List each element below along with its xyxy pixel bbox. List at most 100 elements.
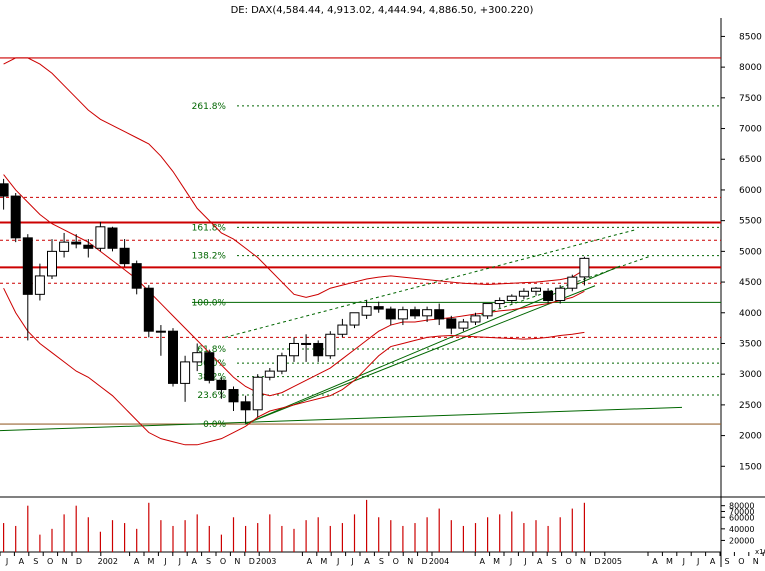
bollinger-upper	[3, 57, 585, 298]
x-tick-label: M	[666, 557, 673, 566]
x-tick-label: J	[336, 557, 339, 566]
x-tick-label: J	[523, 557, 526, 566]
candle-body	[543, 290, 554, 301]
y-tick-label: 3000	[739, 370, 762, 380]
y-tick-label: 3500	[739, 339, 762, 349]
y-tick-label: 2000	[739, 432, 762, 442]
candle-body	[228, 389, 239, 403]
x-tick-label: N	[753, 557, 759, 566]
candle-body	[385, 308, 396, 320]
candle-body	[119, 247, 130, 265]
candle-body	[264, 370, 275, 378]
candle-body	[531, 287, 541, 292]
candle-body	[143, 287, 154, 332]
candle-body	[446, 318, 457, 329]
x-tick-label: J	[350, 557, 353, 566]
y-tick-label: 7000	[739, 125, 762, 135]
trend-line	[0, 406, 683, 432]
x-tick-label: J	[696, 557, 699, 566]
x-tick-label: O	[565, 557, 571, 566]
x-tick-label: O	[738, 557, 744, 566]
y-tick-label: 4500	[739, 278, 762, 288]
y-tick-label: 6500	[739, 155, 762, 165]
y-tick-label: 8000	[739, 63, 762, 73]
candle-body	[83, 244, 94, 249]
x-tick-label: O	[393, 557, 399, 566]
candle-body	[555, 287, 566, 301]
candle-body	[470, 315, 481, 323]
candle-body	[276, 355, 287, 372]
x-tick-label: A	[191, 557, 197, 566]
candle-body	[434, 309, 445, 320]
x-tick-label: S	[724, 557, 729, 566]
candle-body	[240, 401, 251, 411]
x-tick-label: 2003	[256, 557, 276, 566]
y-tick-label: 5000	[739, 247, 762, 257]
x-tick-label: D	[422, 557, 428, 566]
x-tick-label: M	[493, 557, 500, 566]
candle-body	[59, 241, 70, 252]
trend-line	[469, 255, 651, 320]
candle-body	[518, 290, 529, 297]
x-tick-label: N	[234, 557, 240, 566]
candle-body	[22, 237, 33, 295]
fib-label: 261.8%	[192, 102, 227, 112]
candle-body	[494, 299, 505, 305]
x-tick-label: O	[220, 557, 226, 566]
candle-body	[482, 303, 493, 317]
x-tick-label: A	[364, 557, 370, 566]
x-tick-label: 2005	[602, 557, 622, 566]
candle-body	[361, 306, 372, 316]
candle-body	[458, 321, 469, 329]
candle-body	[10, 195, 21, 239]
x-tick-label: J	[5, 557, 8, 566]
bollinger-middle	[3, 174, 585, 397]
candle-body	[47, 250, 57, 277]
candle-body	[567, 276, 578, 289]
x-tick-label: N	[580, 557, 586, 566]
volume-tick-label: 20000	[729, 536, 754, 545]
x-tick-label: M	[148, 557, 155, 566]
candle-body	[252, 376, 263, 411]
x-tick-label: A	[134, 557, 140, 566]
chart-title: DE: DAX(4,584.44, 4,913.02, 4,444.94, 4,…	[231, 5, 534, 16]
x-tick-label: S	[33, 557, 38, 566]
candle-body	[216, 379, 227, 391]
fib-label: 61.8%	[197, 345, 226, 355]
candle-body	[289, 342, 299, 357]
candle-body	[301, 342, 312, 345]
x-tick-label: J	[163, 557, 166, 566]
x-tick-label: 2002	[98, 557, 118, 566]
y-tick-label: 4000	[739, 309, 762, 319]
x-tick-label: O	[47, 557, 53, 566]
fib-label: 23.6%	[197, 391, 226, 401]
candle-body	[34, 275, 45, 295]
x-tick-label: J	[509, 557, 512, 566]
volume-unit-label: x100	[755, 548, 765, 556]
x-tick-label: D	[594, 557, 600, 566]
fib-label: 138.2%	[192, 252, 227, 262]
trend-line	[224, 229, 636, 338]
fib-label: 100.0%	[192, 298, 227, 308]
fib-label: 0.0%	[203, 420, 226, 430]
x-tick-label: J	[682, 557, 685, 566]
candle-body	[422, 309, 433, 317]
candle-body	[337, 324, 348, 335]
volume-tick-label: 40000	[729, 525, 754, 534]
bollinger-lower	[3, 287, 585, 446]
x-tick-label: M	[320, 557, 327, 566]
candle-body	[579, 257, 590, 278]
candle-body	[180, 361, 191, 384]
x-tick-label: A	[710, 557, 716, 566]
x-tick-label: S	[206, 557, 211, 566]
candle-body	[410, 309, 420, 317]
x-tick-label: 2004	[429, 557, 449, 566]
x-tick-label: J	[178, 557, 181, 566]
candle-body	[313, 342, 324, 357]
x-tick-label: A	[652, 557, 658, 566]
volume-tick-label: 80000	[729, 502, 754, 511]
candle-body	[0, 183, 9, 197]
volume-tick-label: 70000	[729, 507, 754, 516]
